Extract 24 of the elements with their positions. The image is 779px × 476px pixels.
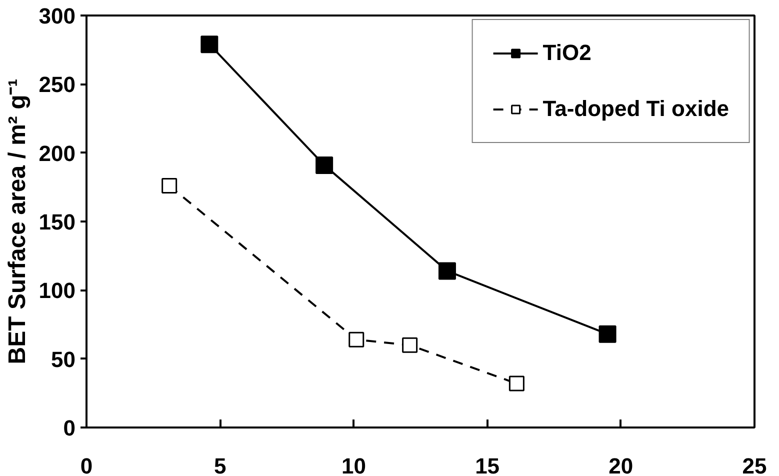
x-tick-label: 25 xyxy=(742,454,767,476)
x-tick-label: 15 xyxy=(475,454,500,476)
y-tick-label: 300 xyxy=(38,4,76,28)
point xyxy=(162,178,178,194)
y-tick-label: 200 xyxy=(38,140,76,166)
y-tick-label: 250 xyxy=(38,72,76,98)
y-tick-label: 50 xyxy=(51,346,76,372)
point xyxy=(348,332,364,348)
point xyxy=(200,36,218,54)
point xyxy=(438,262,456,280)
y-tick-label: 150 xyxy=(38,210,76,234)
x-tick-label: 10 xyxy=(341,454,366,476)
legend-label: Ta-doped Ti oxide xyxy=(542,96,729,122)
legend-label: TiO2 xyxy=(542,40,592,66)
x-tick-label: 0 xyxy=(80,454,93,476)
point xyxy=(598,325,616,343)
x-tick-label: 5 xyxy=(214,454,226,476)
y-tick-label: 0 xyxy=(63,416,76,440)
point xyxy=(508,376,524,392)
y-tick-label: 100 xyxy=(38,278,76,304)
point xyxy=(316,156,334,174)
point xyxy=(402,337,418,353)
y-axis-title: BET Surface area / m² g⁻¹ xyxy=(4,78,31,364)
x-tick-label: 20 xyxy=(608,454,634,476)
